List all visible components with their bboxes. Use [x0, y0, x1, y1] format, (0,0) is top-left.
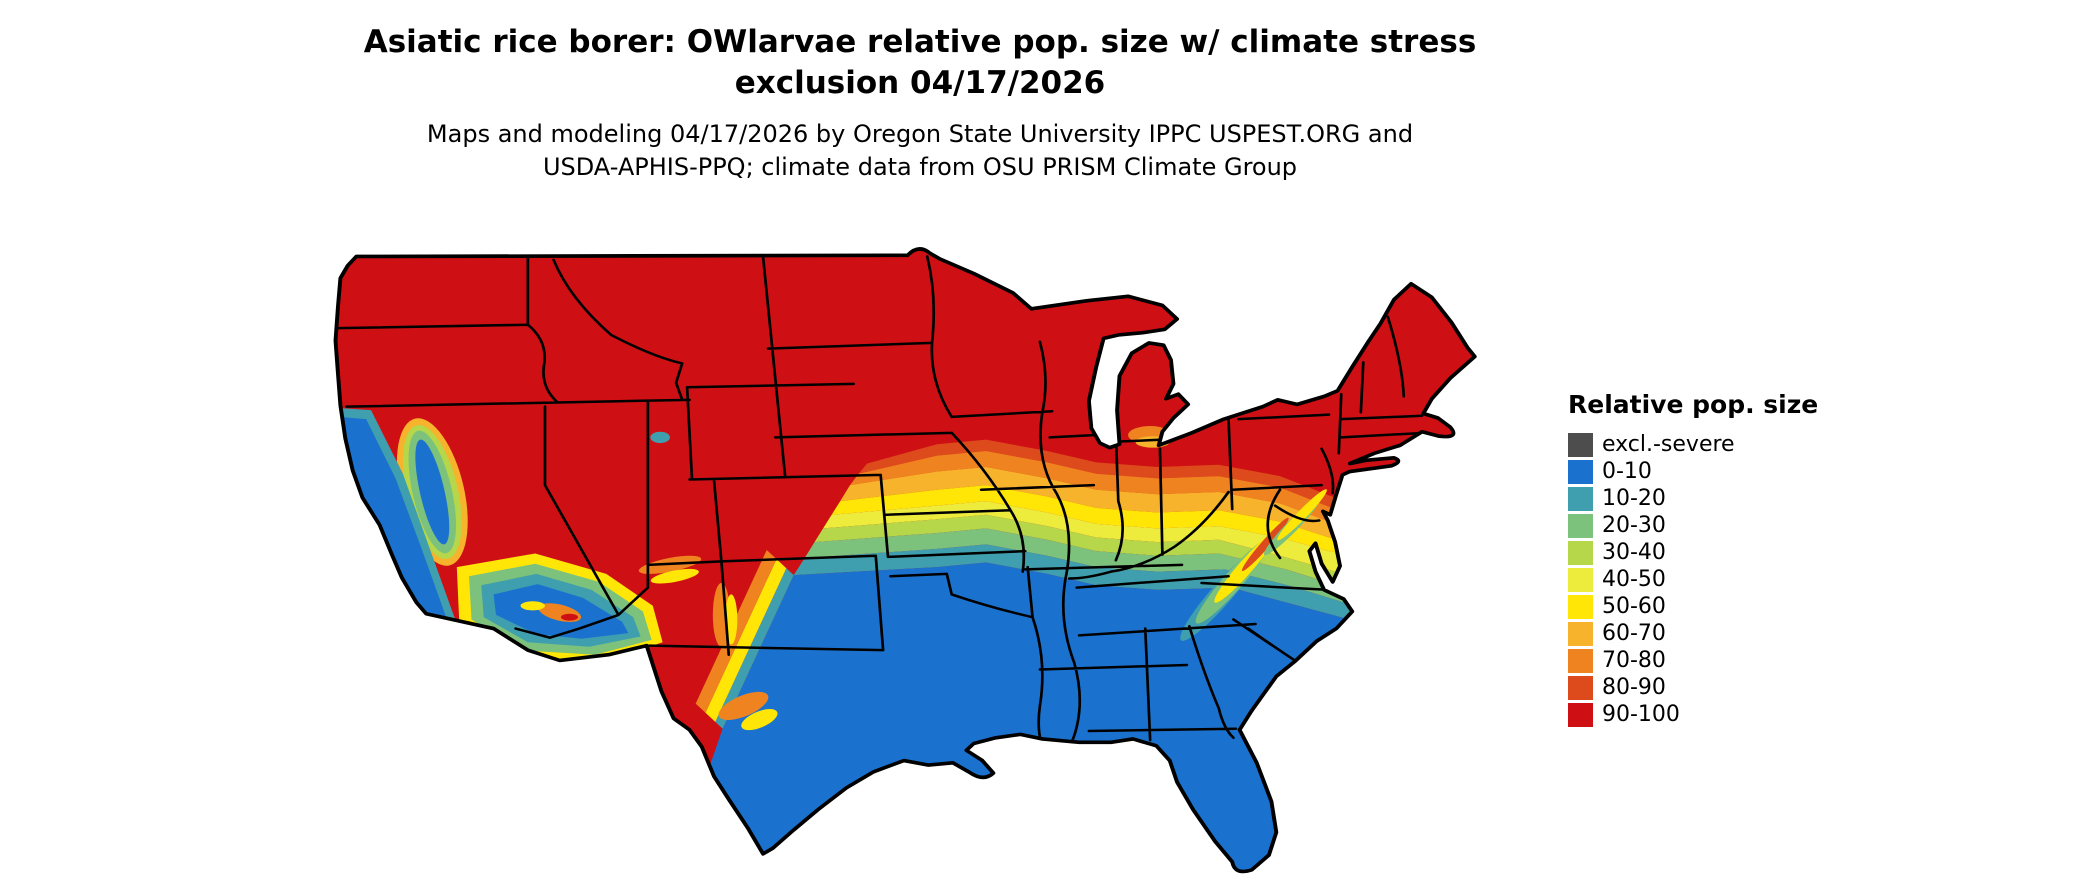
legend-entry-label: 60-70: [1602, 621, 1666, 646]
ca-coast-blue: [339, 416, 462, 643]
legend-entry-label: 0-10: [1602, 459, 1652, 484]
band-0-10: [667, 562, 1475, 872]
color-swatch: [1568, 513, 1593, 538]
legend-entry: 90-100: [1568, 702, 1818, 727]
legend-entry: 20-30: [1568, 513, 1818, 538]
page-title-line-2: exclusion 04/17/2026: [734, 64, 1106, 101]
desert-island-red: [560, 613, 579, 621]
legend-entry: 70-80: [1568, 648, 1818, 673]
legend-entry: 0-10: [1568, 459, 1818, 484]
great-salt-lake-teal: [650, 431, 670, 444]
color-swatch: [1568, 432, 1593, 457]
band-80-90: [858, 439, 1475, 525]
page-subtitle-line-2: USDA-APHIS-PPQ; climate data from OSU PR…: [542, 152, 1298, 181]
legend-entry-label: 40-50: [1602, 567, 1666, 592]
color-swatch: [1568, 675, 1593, 700]
legend-entry-label: 10-20: [1602, 486, 1666, 511]
page-subtitle: Maps and modeling 04/17/2026 by Oregon S…: [0, 118, 1840, 184]
color-swatch: [1568, 594, 1593, 619]
bigbend-yellow: [741, 709, 778, 731]
page-subtitle-line-1: Maps and modeling 04/17/2026 by Oregon S…: [426, 119, 1414, 148]
band-30-40: [814, 514, 1475, 587]
legend-entry-label: 50-60: [1602, 594, 1666, 619]
legend-entry-label: 20-30: [1602, 513, 1666, 538]
sw-fringe-yellow: [705, 559, 787, 722]
color-swatch: [1568, 702, 1593, 727]
legend-entry: 40-50: [1568, 567, 1818, 592]
legend-entry-label: 80-90: [1602, 675, 1666, 700]
legend: Relative pop. size excl.-severe 0-10 10-…: [1568, 390, 1818, 729]
color-swatch: [1568, 459, 1593, 484]
legend-entry: 50-60: [1568, 594, 1818, 619]
appalachia-ridge-redorange: [1241, 517, 1289, 571]
legend-entry: 30-40: [1568, 540, 1818, 565]
legend-entry-label: excl.-severe: [1602, 432, 1735, 457]
legend-entry: 80-90: [1568, 675, 1818, 700]
legend-entry-label: 90-100: [1602, 702, 1680, 727]
us-map-svg: [333, 247, 1477, 874]
legend-entry: excl.-severe: [1568, 432, 1818, 457]
legend-entry-label: 70-80: [1602, 648, 1666, 673]
legend-entry-label: 30-40: [1602, 540, 1666, 565]
ca-valley-core-blue: [415, 439, 450, 545]
bigbend-orange: [718, 691, 769, 721]
az-streak-yellow: [650, 568, 699, 584]
page-title-line-1: Asiatic rice borer: OWlarvae relative po…: [363, 24, 1477, 60]
legend-title: Relative pop. size: [1568, 390, 1819, 419]
color-swatch: [1568, 540, 1593, 565]
map-header: Asiatic rice borer: OWlarvae relative po…: [0, 22, 1840, 184]
color-swatch: [1568, 621, 1593, 646]
ridgevalley-yellow: [1277, 489, 1327, 541]
color-swatch: [1568, 486, 1593, 511]
legend-entry: 10-20: [1568, 486, 1818, 511]
desert-island-yellow: [520, 601, 545, 611]
legend-entry: 60-70: [1568, 621, 1818, 646]
us-map: [300, 228, 1525, 888]
national-outline: [333, 247, 1477, 874]
band-70-80: [850, 451, 1475, 538]
color-swatch: [1568, 648, 1593, 673]
state-borders: [336, 255, 1426, 765]
color-swatch: [1568, 567, 1593, 592]
band-60-70: [840, 466, 1475, 551]
